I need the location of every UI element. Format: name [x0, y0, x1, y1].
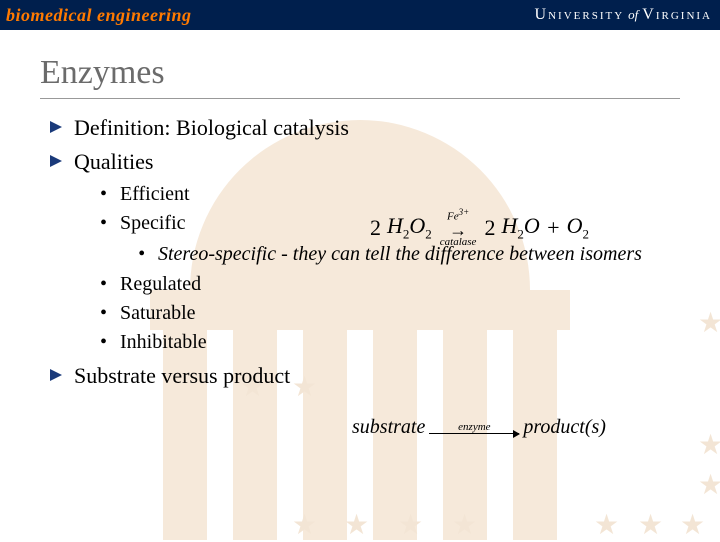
sub-regulated: Regulated	[100, 270, 680, 299]
bullet-definition: Definition: Biological catalysis	[48, 113, 680, 143]
page-title: Enzymes	[40, 54, 680, 92]
eq2-lhs: substrate	[352, 416, 425, 439]
eq1-rhs1: H2O	[501, 213, 539, 242]
star-icon: ★	[698, 306, 720, 340]
bullet-qualities: Qualities Efficient Specific Stereo-spec…	[48, 147, 680, 358]
eq2-arrow: enzyme	[429, 422, 519, 434]
star-icon: ★	[344, 508, 369, 542]
eq1-arrow: Fe3+ → catalase	[440, 208, 477, 248]
logo-of: of	[628, 7, 638, 23]
logo-university: University	[535, 6, 625, 24]
equation-catalase: 2 H2O2 Fe3+ → catalase 2 H2O + O2	[370, 208, 589, 248]
equation-substrate: substrate enzyme product(s)	[352, 416, 606, 439]
eq1-rhs2: O2	[567, 213, 589, 242]
eq1-plus: +	[546, 215, 561, 241]
star-icon: ★	[398, 508, 423, 542]
sub-specific-label: Specific	[120, 212, 186, 234]
star-icon: ★	[452, 508, 477, 542]
department-label: biomedical engineering	[6, 5, 192, 26]
bullet-qualities-label: Qualities	[74, 149, 153, 174]
qualities-list: Efficient Specific Stereo-specific - the…	[100, 180, 680, 357]
star-icon: ★	[594, 508, 619, 542]
eq1-lhs-coeff: 2	[370, 215, 381, 241]
eq1-arrow-bottom: catalase	[440, 237, 477, 248]
bullet-substrate: Substrate versus product	[48, 361, 680, 391]
star-icon: ★	[680, 508, 705, 542]
eq1-lhs: H2O2	[387, 213, 432, 242]
eq2-arrow-label: enzyme	[458, 422, 490, 433]
star-icon: ★	[698, 468, 720, 502]
university-logo: University of Virginia	[535, 6, 712, 24]
title-container: Enzymes	[40, 54, 680, 99]
main-list: Definition: Biological catalysis Qualiti…	[48, 113, 680, 391]
eq1-rhs1-coeff: 2	[484, 215, 495, 241]
logo-virginia: Virginia	[642, 6, 712, 24]
header-bar: biomedical engineering University of Vir…	[0, 0, 720, 30]
long-arrow-icon	[429, 433, 519, 434]
star-icon: ★	[292, 508, 317, 542]
star-icon: ★	[698, 428, 720, 462]
sub-inhibitable: Inhibitable	[100, 328, 680, 357]
sub-efficient: Efficient	[100, 180, 680, 209]
star-icon: ★	[638, 508, 663, 542]
eq2-rhs: product(s)	[523, 416, 606, 439]
sub-saturable: Saturable	[100, 299, 680, 328]
content-area: Definition: Biological catalysis Qualiti…	[48, 113, 680, 391]
